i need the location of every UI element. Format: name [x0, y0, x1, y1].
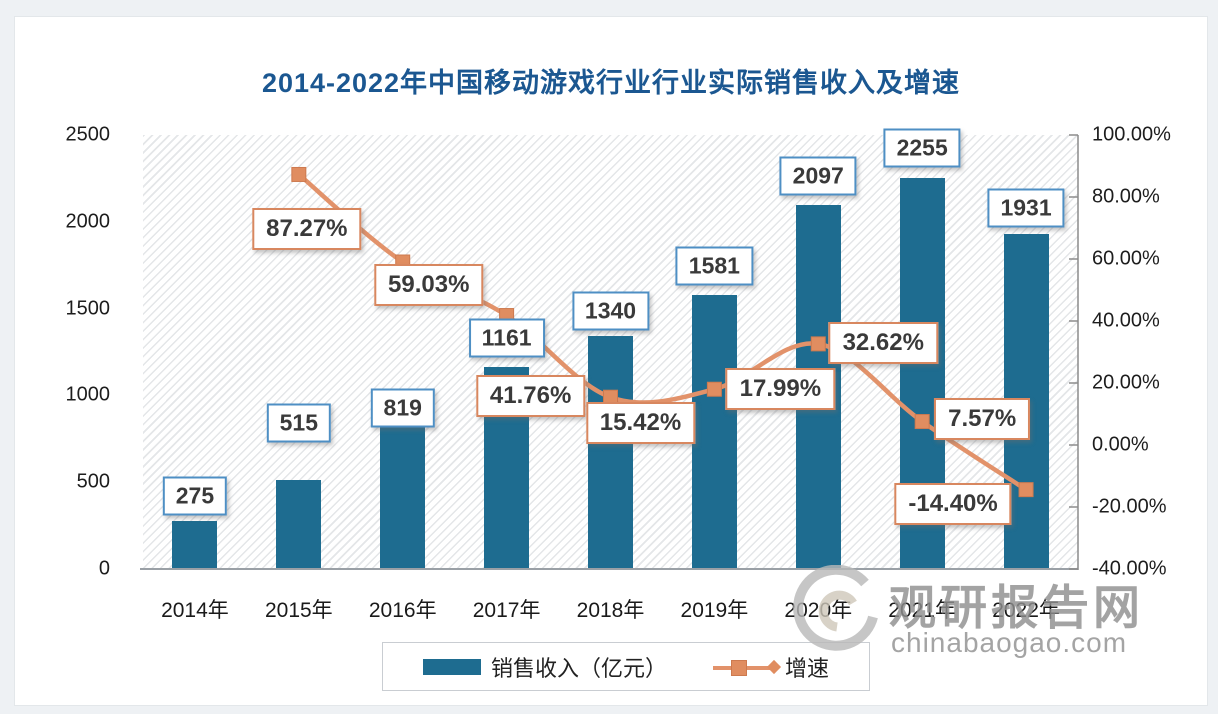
x-tick-label: 2014年: [161, 599, 229, 622]
y-right-tick-label: -20.00%: [1092, 495, 1167, 518]
y-right-tick-label: 40.00%: [1092, 309, 1160, 332]
y-right-tick-label: -40.00%: [1092, 557, 1167, 580]
y-left-tick-label: 2500: [65, 123, 111, 146]
growth-value-label: 41.76%: [475, 374, 586, 417]
bar-2014年: [172, 521, 218, 569]
bar-value-label: 1931: [987, 188, 1065, 228]
growth-value-label: -14.40%: [894, 482, 1012, 525]
y-right-tick-label: 0.00%: [1092, 433, 1149, 456]
legend-revenue-label: 销售收入（亿元）: [490, 655, 667, 681]
growth-value-label: 15.42%: [585, 402, 696, 445]
bar-value-label: 1161: [468, 318, 545, 358]
bar-value-label: 1581: [675, 246, 753, 286]
bar-2016年: [380, 426, 426, 569]
x-tick-label: 2016年: [368, 599, 437, 622]
y-right-tick-label: 80.00%: [1092, 185, 1160, 208]
bar-value-label: 275: [162, 476, 228, 516]
growth-value-label: 32.62%: [828, 321, 938, 364]
y-left-tick-label: 0: [98, 557, 110, 580]
y-left-tick-label: 1500: [65, 297, 111, 320]
y-right-tick-label: 20.00%: [1092, 371, 1160, 394]
bar-value-label: 819: [370, 388, 435, 428]
y-left-tick-label: 2000: [65, 210, 111, 233]
legend-growth-label: 增速: [785, 655, 830, 681]
chart-title: 2014-2022年中国移动游戏行业行业实际销售收入及增速: [261, 68, 961, 98]
bar-2019年: [691, 294, 737, 569]
growth-value-label: 7.57%: [934, 397, 1031, 440]
growth-value-label: 59.03%: [374, 264, 484, 306]
bar-value-label: 2255: [883, 128, 961, 168]
bar-2018年: [588, 336, 633, 569]
x-tick-label: 2015年: [264, 599, 333, 622]
x-tick-label: 2019年: [680, 599, 749, 622]
legend-entry-growth: 增速: [713, 651, 829, 683]
legend-entry-revenue: 销售收入（亿元）: [422, 651, 667, 683]
growth-value-label: 87.27%: [252, 208, 362, 251]
x-tick-label: 2018年: [576, 599, 645, 622]
x-tick-label: 2021年: [888, 599, 957, 622]
chart-card: 2014-2022年中国移动游戏行业行业实际销售收入及增速 275 515 819 1…: [14, 16, 1208, 706]
bar-swatch-icon: [422, 658, 481, 675]
bar-value-label: 1340: [571, 291, 650, 331]
watermark-site-text: chinabaogao.com: [891, 627, 1128, 658]
line-marker-swatch-icon: [713, 659, 782, 676]
x-tick-label: 2020年: [784, 599, 853, 622]
x-tick-label: 2022年: [992, 599, 1060, 622]
legend: 销售收入（亿元） 增速: [382, 642, 870, 691]
y-left-tick-label: 1000: [65, 383, 111, 406]
bar-value-label: 2097: [779, 156, 857, 196]
bar-2015年: [276, 479, 322, 569]
growth-value-label: 17.99%: [725, 368, 836, 411]
y-left-tick-label: 500: [76, 470, 110, 493]
y-right-tick-label: 100.00%: [1092, 123, 1171, 146]
x-tick-label: 2017年: [472, 599, 541, 622]
y-right-tick-label: 60.00%: [1092, 247, 1160, 270]
bar-value-label: 515: [266, 403, 332, 443]
